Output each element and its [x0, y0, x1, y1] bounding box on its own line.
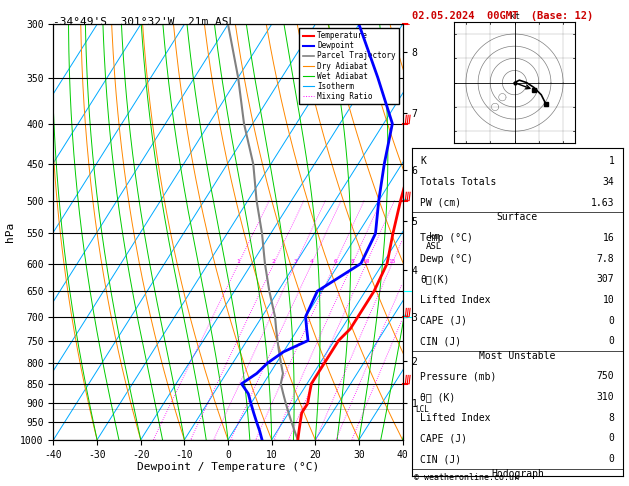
Text: 8: 8 — [608, 413, 615, 423]
Text: PW (cm): PW (cm) — [420, 198, 462, 208]
Text: 1.63: 1.63 — [591, 198, 615, 208]
Text: 2: 2 — [272, 259, 276, 263]
Text: 02.05.2024  00GMT  (Base: 12): 02.05.2024 00GMT (Base: 12) — [412, 11, 593, 21]
Text: CIN (J): CIN (J) — [420, 454, 462, 464]
Text: 310: 310 — [597, 392, 615, 402]
Text: 3: 3 — [294, 259, 298, 263]
Text: θᴇ(K): θᴇ(K) — [420, 274, 450, 284]
Text: kt: kt — [509, 13, 520, 21]
Text: CIN (J): CIN (J) — [420, 336, 462, 346]
Text: Hodograph: Hodograph — [491, 469, 544, 479]
Text: Surface: Surface — [497, 212, 538, 222]
Text: Lifted Index: Lifted Index — [420, 295, 491, 305]
Y-axis label: hPa: hPa — [4, 222, 14, 242]
Text: 10: 10 — [603, 295, 615, 305]
Text: © weatheronline.co.uk: © weatheronline.co.uk — [414, 473, 519, 482]
Text: 8: 8 — [350, 259, 354, 263]
Text: 0: 0 — [608, 454, 615, 464]
Text: Dewp (°C): Dewp (°C) — [420, 254, 473, 263]
Legend: Temperature, Dewpoint, Parcel Trajectory, Dry Adiabat, Wet Adiabat, Isotherm, Mi: Temperature, Dewpoint, Parcel Trajectory… — [299, 28, 399, 104]
Text: 6: 6 — [333, 259, 337, 263]
Text: 0: 0 — [608, 434, 615, 443]
Text: 1: 1 — [237, 259, 240, 263]
Text: CAPE (J): CAPE (J) — [420, 434, 467, 443]
Text: 0: 0 — [608, 336, 615, 346]
Text: CAPE (J): CAPE (J) — [420, 315, 467, 326]
Text: 750: 750 — [597, 371, 615, 382]
Text: 4: 4 — [310, 259, 314, 263]
Text: Totals Totals: Totals Totals — [420, 177, 497, 187]
Text: 307: 307 — [597, 274, 615, 284]
Text: 7.8: 7.8 — [597, 254, 615, 263]
X-axis label: Dewpoint / Temperature (°C): Dewpoint / Temperature (°C) — [137, 462, 319, 472]
Text: Most Unstable: Most Unstable — [479, 351, 555, 361]
Text: 34: 34 — [603, 177, 615, 187]
Text: LCL: LCL — [415, 405, 428, 414]
Text: θᴇ (K): θᴇ (K) — [420, 392, 455, 402]
Text: -34°49'S  301°32'W  21m ASL: -34°49'S 301°32'W 21m ASL — [53, 17, 236, 27]
Text: Temp (°C): Temp (°C) — [420, 233, 473, 243]
Text: 0: 0 — [608, 315, 615, 326]
Text: 16: 16 — [603, 233, 615, 243]
Text: K: K — [420, 156, 426, 166]
Text: 10: 10 — [362, 259, 370, 263]
Text: 1: 1 — [608, 156, 615, 166]
Text: 15: 15 — [388, 259, 396, 263]
Text: Lifted Index: Lifted Index — [420, 413, 491, 423]
Y-axis label: km
ASL: km ASL — [426, 232, 442, 251]
Text: Pressure (mb): Pressure (mb) — [420, 371, 497, 382]
